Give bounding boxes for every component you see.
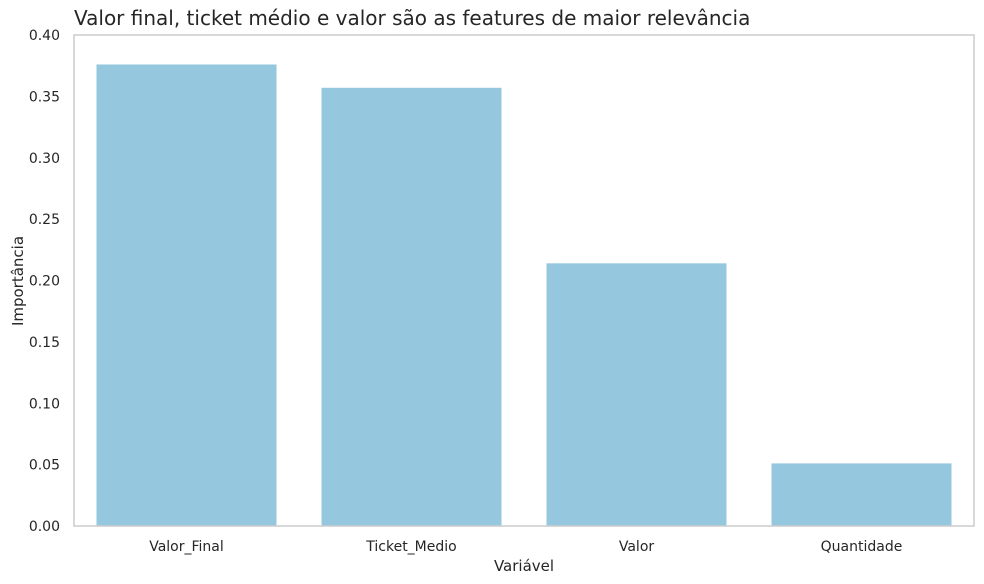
bar-quantidade: [771, 463, 952, 526]
bar-valor-final: [96, 64, 277, 527]
y-axis-ticks: 0.00 0.05 0.10 0.15 0.20 0.25 0.30 0.35 0.40: [29, 28, 60, 535]
y-axis-label: Importância: [9, 236, 27, 326]
bar-valor: [546, 263, 727, 526]
y-tick-label: 0.05: [29, 458, 60, 474]
y-tick-label: 0.35: [29, 89, 60, 105]
bar-ticket-medio: [321, 87, 502, 526]
y-tick-label: 0.40: [29, 28, 60, 44]
y-tick-label: 0.30: [29, 151, 60, 167]
y-tick-label: 0.20: [29, 274, 60, 290]
y-tick-label: 0.00: [29, 519, 60, 535]
x-tick-label: Valor_Final: [149, 539, 224, 555]
y-tick-label: 0.15: [29, 335, 60, 351]
plot-frame: [73, 34, 975, 527]
x-tick-label: Ticket_Medio: [365, 539, 456, 555]
y-tick-label: 0.25: [29, 212, 60, 228]
x-tick-label: Valor: [619, 539, 655, 555]
bars: [96, 64, 952, 527]
x-axis-ticks: Valor_Final Ticket_Medio Valor Quantidade: [149, 539, 902, 555]
chart-title: Valor final, ticket médio e valor são as…: [74, 6, 750, 30]
y-tick-label: 0.10: [29, 396, 60, 412]
x-tick-label: Quantidade: [821, 539, 903, 555]
x-axis-label: Variável: [494, 557, 554, 575]
